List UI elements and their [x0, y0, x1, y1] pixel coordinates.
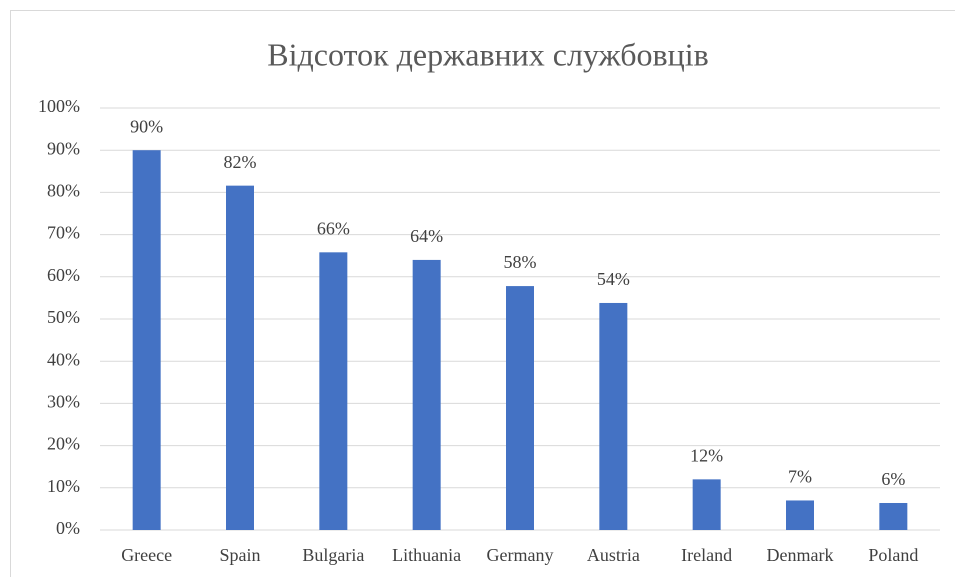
- y-tick-label: 90%: [47, 138, 80, 158]
- bar: [226, 185, 254, 530]
- bar: [132, 150, 161, 530]
- bar: [786, 500, 814, 530]
- x-tick-label: Austria: [587, 545, 640, 565]
- data-label: 90%: [130, 116, 163, 136]
- y-tick-label: 100%: [38, 96, 80, 116]
- y-tick-label: 20%: [47, 434, 80, 454]
- y-tick-label: 0%: [56, 518, 80, 538]
- bar: [412, 259, 441, 530]
- x-tick-label: Ireland: [681, 545, 732, 565]
- data-label: 12%: [690, 445, 723, 465]
- data-label: 6%: [881, 469, 905, 489]
- y-tick-label: 10%: [47, 476, 80, 496]
- data-label: 54%: [597, 269, 630, 289]
- y-tick-label: 80%: [47, 181, 80, 201]
- y-tick-label: 30%: [47, 392, 80, 412]
- y-tick-label: 40%: [47, 349, 80, 369]
- y-tick-label: 70%: [47, 223, 80, 243]
- x-tick-label: Germany: [487, 545, 554, 565]
- data-label: 64%: [410, 226, 443, 246]
- chart-border: [10, 10, 955, 577]
- chart-title: Відсоток державних службовців: [267, 36, 709, 72]
- bar: [879, 502, 908, 530]
- bar: [319, 252, 348, 530]
- bar: [692, 479, 721, 530]
- y-tick-label: 60%: [47, 265, 80, 285]
- data-label: 66%: [317, 218, 350, 238]
- x-tick-label: Greece: [121, 545, 172, 565]
- data-label: 58%: [504, 252, 537, 272]
- x-tick-label: Lithuania: [392, 545, 461, 565]
- bar: [506, 286, 534, 530]
- data-label: 82%: [224, 152, 257, 172]
- x-tick-label: Bulgaria: [302, 545, 364, 565]
- x-tick-label: Denmark: [767, 545, 834, 565]
- x-tick-label: Spain: [219, 545, 260, 565]
- data-label: 7%: [788, 467, 812, 487]
- bar: [599, 302, 628, 530]
- y-tick-label: 50%: [47, 307, 80, 327]
- x-tick-label: Poland: [868, 545, 918, 565]
